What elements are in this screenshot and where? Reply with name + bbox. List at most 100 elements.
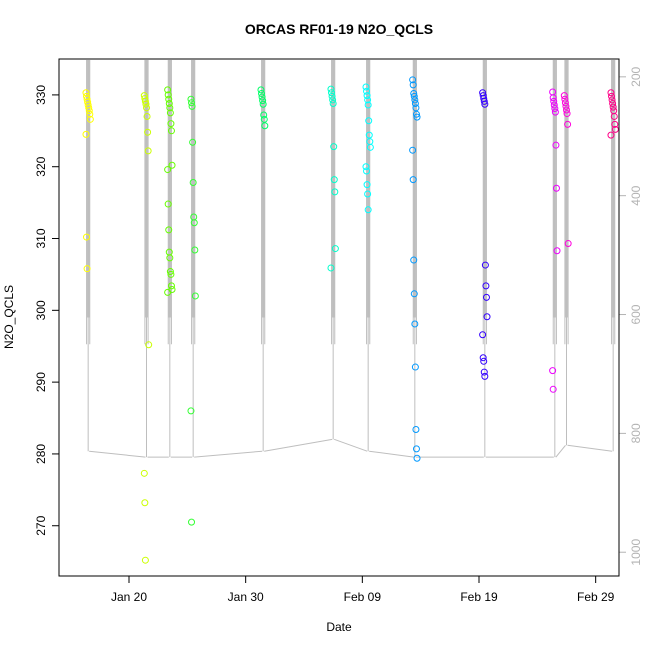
data-point	[364, 190, 372, 198]
pressure-transit-line	[333, 438, 368, 452]
data-point	[410, 92, 418, 100]
data-point	[327, 264, 335, 272]
data-point	[143, 104, 150, 112]
data-point	[82, 130, 90, 138]
data-point	[411, 363, 419, 371]
data-point	[330, 176, 338, 184]
data-point	[363, 181, 371, 189]
y-tick-label: 300	[34, 300, 48, 320]
data-point	[166, 254, 174, 262]
data-point	[563, 110, 571, 118]
data-point	[550, 97, 558, 105]
data-point	[85, 104, 93, 112]
data-point	[553, 247, 561, 255]
data-point	[164, 288, 172, 296]
y-tick-label: 270	[34, 515, 48, 535]
data-point	[331, 188, 339, 196]
flight-series	[140, 92, 153, 564]
data-point	[83, 233, 91, 241]
data-points	[82, 76, 619, 564]
y-tick-label: 320	[34, 156, 48, 176]
data-point	[480, 97, 488, 105]
y-tick-label: 280	[34, 444, 48, 464]
data-point	[257, 86, 265, 94]
data-point	[549, 94, 557, 102]
data-point	[328, 89, 336, 97]
data-point	[482, 293, 490, 301]
data-point	[549, 367, 557, 375]
data-point	[412, 445, 420, 453]
data-point	[259, 97, 267, 105]
data-point	[365, 117, 373, 125]
data-point	[364, 206, 372, 214]
data-point	[362, 163, 370, 171]
x-tick-label: Jan 30	[228, 590, 264, 604]
data-point	[550, 101, 558, 109]
data-point	[480, 368, 488, 376]
data-point	[412, 110, 420, 118]
data-point	[364, 96, 372, 104]
pressure-transit-line	[194, 450, 263, 458]
x-tick-label: Jan 20	[111, 590, 147, 604]
data-point	[552, 141, 560, 149]
data-point	[366, 143, 374, 151]
data-point	[329, 96, 337, 104]
data-point	[363, 87, 371, 95]
data-point	[480, 357, 488, 365]
data-point	[363, 167, 371, 175]
data-point	[258, 93, 266, 101]
data-point	[260, 111, 268, 119]
data-point	[328, 92, 336, 100]
y-tick-label: 310	[34, 228, 48, 248]
data-point	[412, 426, 420, 434]
data-point	[410, 290, 418, 298]
data-point	[166, 109, 174, 117]
data-point	[479, 331, 487, 339]
data-point	[363, 92, 371, 100]
y-axis-label: N2O_QCLS	[2, 285, 16, 349]
data-point	[365, 131, 373, 139]
data-point	[164, 91, 172, 99]
data-point	[86, 110, 94, 118]
data-point	[610, 112, 618, 120]
data-point	[166, 104, 174, 112]
data-point	[327, 85, 335, 93]
data-point	[413, 113, 421, 121]
data-point	[563, 106, 570, 114]
plot-frame	[58, 58, 620, 577]
pressure-transit-line	[555, 444, 566, 458]
data-point	[364, 101, 372, 109]
data-point	[549, 385, 557, 393]
data-point	[85, 107, 93, 115]
data-point	[410, 256, 418, 264]
data-point	[561, 95, 569, 103]
y2-tick-label: 1000	[629, 539, 643, 566]
data-point	[412, 104, 420, 112]
y2-tick-label: 600	[629, 304, 643, 324]
data-point	[481, 100, 489, 108]
flight-series	[82, 89, 94, 273]
data-point	[411, 320, 419, 328]
data-point	[607, 131, 615, 139]
data-point	[166, 268, 174, 276]
data-point	[142, 100, 150, 108]
data-point	[141, 556, 149, 564]
data-point	[164, 166, 172, 174]
data-point	[552, 184, 560, 192]
flight-series	[409, 76, 421, 462]
y2-tick-label: 200	[629, 66, 643, 86]
data-point	[551, 108, 559, 116]
data-point	[410, 89, 418, 97]
data-point	[331, 245, 339, 253]
data-point	[611, 125, 619, 133]
data-point	[551, 105, 559, 113]
data-point	[191, 292, 199, 300]
flight-series	[257, 86, 269, 130]
data-point	[479, 354, 487, 362]
flight-series	[327, 85, 339, 272]
data-point	[609, 100, 617, 108]
data-point	[141, 499, 149, 507]
data-point	[164, 86, 172, 94]
x-tick-label: Feb 29	[577, 590, 615, 604]
